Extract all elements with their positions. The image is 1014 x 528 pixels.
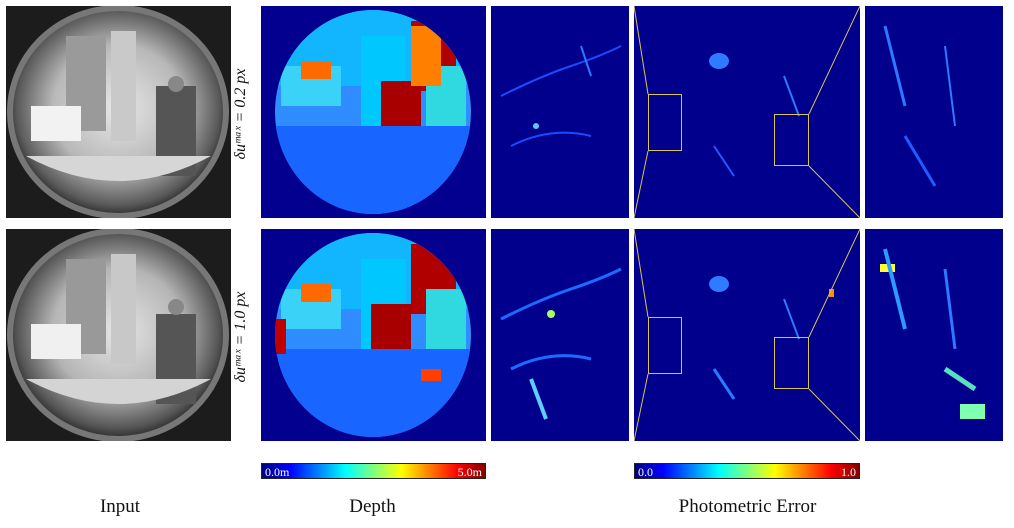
error-colorbar-min: 0.0: [638, 465, 653, 479]
error-texture-bottom-2: [634, 229, 860, 441]
row-label-top: δuᵐᵃˣ = 0.2 px: [232, 68, 249, 160]
depth-disc-top: [275, 10, 471, 214]
error-zoom-texture-top: [865, 6, 1003, 218]
error-texture-bottom-1: [491, 229, 629, 441]
depth-colorbar: 0.0m 5.0m: [261, 463, 486, 479]
error-map-bottom-2: [634, 229, 860, 441]
row-label-bottom: δuᵐᵃˣ = 1.0 px: [232, 291, 249, 383]
fisheye-photo-top: [6, 6, 231, 218]
depth-disc-bottom: [275, 233, 471, 437]
error-map-top-1: [491, 6, 629, 218]
depth-colorbar-min: 0.0m: [265, 465, 290, 479]
error-texture-top-2: [634, 6, 860, 218]
input-image-bottom: [6, 229, 231, 441]
depth-map-top: [261, 6, 486, 218]
error-zoom-texture-bottom: [865, 229, 1003, 441]
error-zoom-top: [865, 6, 1003, 218]
fisheye-photo-bottom: [6, 229, 231, 441]
error-zoom-bottom: [865, 229, 1003, 441]
error-texture-top-1: [491, 6, 629, 218]
error-colorbar-max: 1.0: [841, 465, 856, 479]
input-image-top: [6, 6, 231, 218]
error-map-top-2: [634, 6, 860, 218]
caption-depth: Depth: [349, 496, 396, 517]
error-map-bottom-1: [491, 229, 629, 441]
caption-input: Input: [99, 496, 141, 517]
zoom-box-left-top: [648, 94, 682, 151]
error-colorbar: 0.0 1.0: [634, 463, 860, 479]
zoom-box-left-bottom: [648, 317, 682, 374]
caption-error: Photometric Error: [678, 496, 817, 517]
zoom-box-right-top: [774, 114, 809, 166]
zoom-box-right-bottom: [774, 337, 809, 389]
depth-colorbar-max: 5.0m: [457, 465, 482, 479]
depth-map-bottom: [261, 229, 486, 441]
